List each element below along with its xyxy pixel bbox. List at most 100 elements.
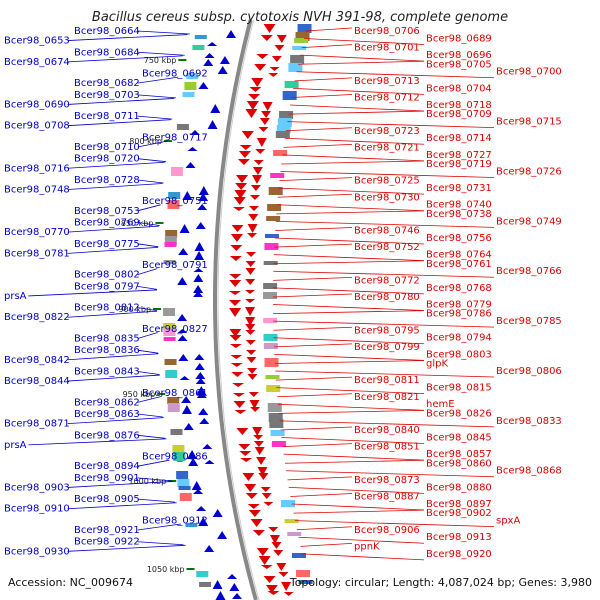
gene-feature [263, 318, 278, 323]
forward-gene-label: Bcer98_0749 [496, 216, 562, 227]
forward-gene-label: Bcer98_0721 [354, 142, 420, 153]
label-leader [282, 443, 353, 448]
gene-feature [264, 243, 279, 250]
gene-feature [250, 519, 263, 527]
gene-feature [246, 252, 257, 257]
gene-feature [193, 291, 204, 297]
gene-feature [263, 576, 276, 583]
reverse-gene-label: Bcer98_0812 [74, 303, 140, 314]
reverse-gene-label: prsA [4, 440, 27, 451]
reverse-gene-label: prsA [4, 291, 27, 302]
label-leader [274, 237, 425, 245]
gene-feature [182, 92, 195, 97]
accession-text: Accession: NC_009674 [8, 576, 133, 589]
reverse-strand-labels: Bcer98_0664Bcer98_0653Bcer98_0684Bcer98_… [4, 26, 208, 557]
reverse-gene-label: Bcer98_0791 [142, 260, 208, 271]
label-leader [275, 227, 353, 231]
label-leader [293, 509, 425, 514]
label-leader [274, 360, 425, 364]
gene-feature [229, 280, 242, 287]
forward-gene-label: Bcer98_0880 [426, 482, 492, 493]
gene-feature [273, 550, 284, 556]
forward-gene-label: Bcer98_0826 [426, 408, 492, 419]
feature-tracks [163, 24, 313, 600]
gene-feature [194, 35, 207, 39]
gene-feature [181, 396, 192, 403]
gene-feature [238, 444, 251, 450]
forward-gene-label: ppnK [354, 541, 380, 552]
forward-gene-label: Bcer98_0815 [426, 383, 492, 394]
label-leader [284, 459, 425, 464]
label-leader [277, 403, 425, 411]
reverse-gene-label: Bcer98_0861 [142, 388, 208, 399]
gene-feature [290, 55, 305, 64]
forward-gene-label: Bcer98_0906 [354, 525, 420, 536]
gene-feature [195, 222, 206, 229]
reverse-gene-label: Bcer98_0797 [74, 281, 140, 292]
label-leader [279, 177, 353, 182]
forward-gene-label: Bcer98_0701 [354, 43, 420, 54]
gene-feature [230, 363, 243, 367]
reverse-gene-label: Bcer98_0921 [74, 525, 140, 536]
gene-feature [191, 481, 202, 490]
scale-label: 1050 kbp [147, 565, 185, 574]
label-leader [298, 536, 425, 544]
gene-feature [194, 251, 205, 260]
gene-feature [271, 441, 286, 447]
reverse-gene-label: Bcer98_0748 [4, 185, 70, 196]
gene-feature [229, 256, 242, 261]
reverse-gene-label: Bcer98_0684 [74, 47, 140, 58]
label-leader [137, 307, 158, 312]
gene-feature [273, 150, 288, 156]
forward-gene-label: hemE [426, 399, 455, 410]
gene-feature [245, 290, 256, 294]
forward-gene-label: Bcer98_0746 [354, 226, 420, 237]
gene-feature [198, 186, 209, 195]
gene-feature [281, 500, 296, 507]
forward-gene-label: Bcer98_0897 [426, 499, 492, 510]
forward-gene-label: Bcer98_0851 [354, 442, 420, 453]
label-leader [296, 71, 495, 79]
label-leader [301, 44, 353, 49]
forward-gene-label: Bcer98_0768 [426, 283, 492, 294]
forward-gene-label: Bcer98_0786 [426, 309, 492, 320]
gene-feature [256, 457, 267, 465]
reverse-gene-label: Bcer98_0682 [74, 78, 140, 89]
gene-feature [278, 572, 289, 577]
label-leader [67, 544, 186, 552]
forward-gene-label: Bcer98_0821 [354, 392, 420, 403]
gene-feature [207, 42, 218, 46]
gene-feature [167, 403, 180, 412]
gene-feature [263, 24, 276, 33]
gene-feature [187, 450, 198, 459]
gene-feature [270, 173, 285, 178]
gene-feature [268, 413, 283, 422]
gene-feature [217, 531, 228, 539]
label-leader [67, 353, 159, 361]
forward-gene-label: Bcer98_0713 [354, 76, 420, 87]
reverse-gene-label: Bcer98_0717 [142, 132, 208, 143]
label-leader [137, 268, 158, 276]
gene-feature [176, 124, 189, 130]
forward-gene-label: Bcer98_0873 [354, 475, 420, 486]
reverse-gene-label: Bcer98_0835 [74, 333, 140, 344]
gene-feature [167, 200, 180, 209]
gene-feature [167, 397, 180, 404]
gene-feature [276, 125, 291, 133]
label-leader [280, 171, 495, 178]
forward-gene-label: Bcer98_0902 [426, 508, 492, 519]
label-leader [281, 160, 425, 165]
forward-strand-labels: Bcer98_0706 Bcer98_0689 Bcer98_0701 Bcer98_… [272, 26, 562, 561]
gene-feature [164, 236, 177, 245]
label-leader [275, 220, 495, 228]
gene-feature [258, 473, 269, 480]
gene-feature [229, 344, 242, 348]
gene-feature [194, 354, 205, 360]
label-leader [286, 470, 495, 478]
gene-feature [254, 64, 267, 71]
gene-feature [250, 185, 261, 191]
label-leader [137, 51, 185, 56]
forward-gene-label: Bcer98_0799 [354, 342, 420, 353]
gene-feature [260, 565, 273, 569]
forward-gene-label: Bcer98_0689 [426, 33, 492, 44]
